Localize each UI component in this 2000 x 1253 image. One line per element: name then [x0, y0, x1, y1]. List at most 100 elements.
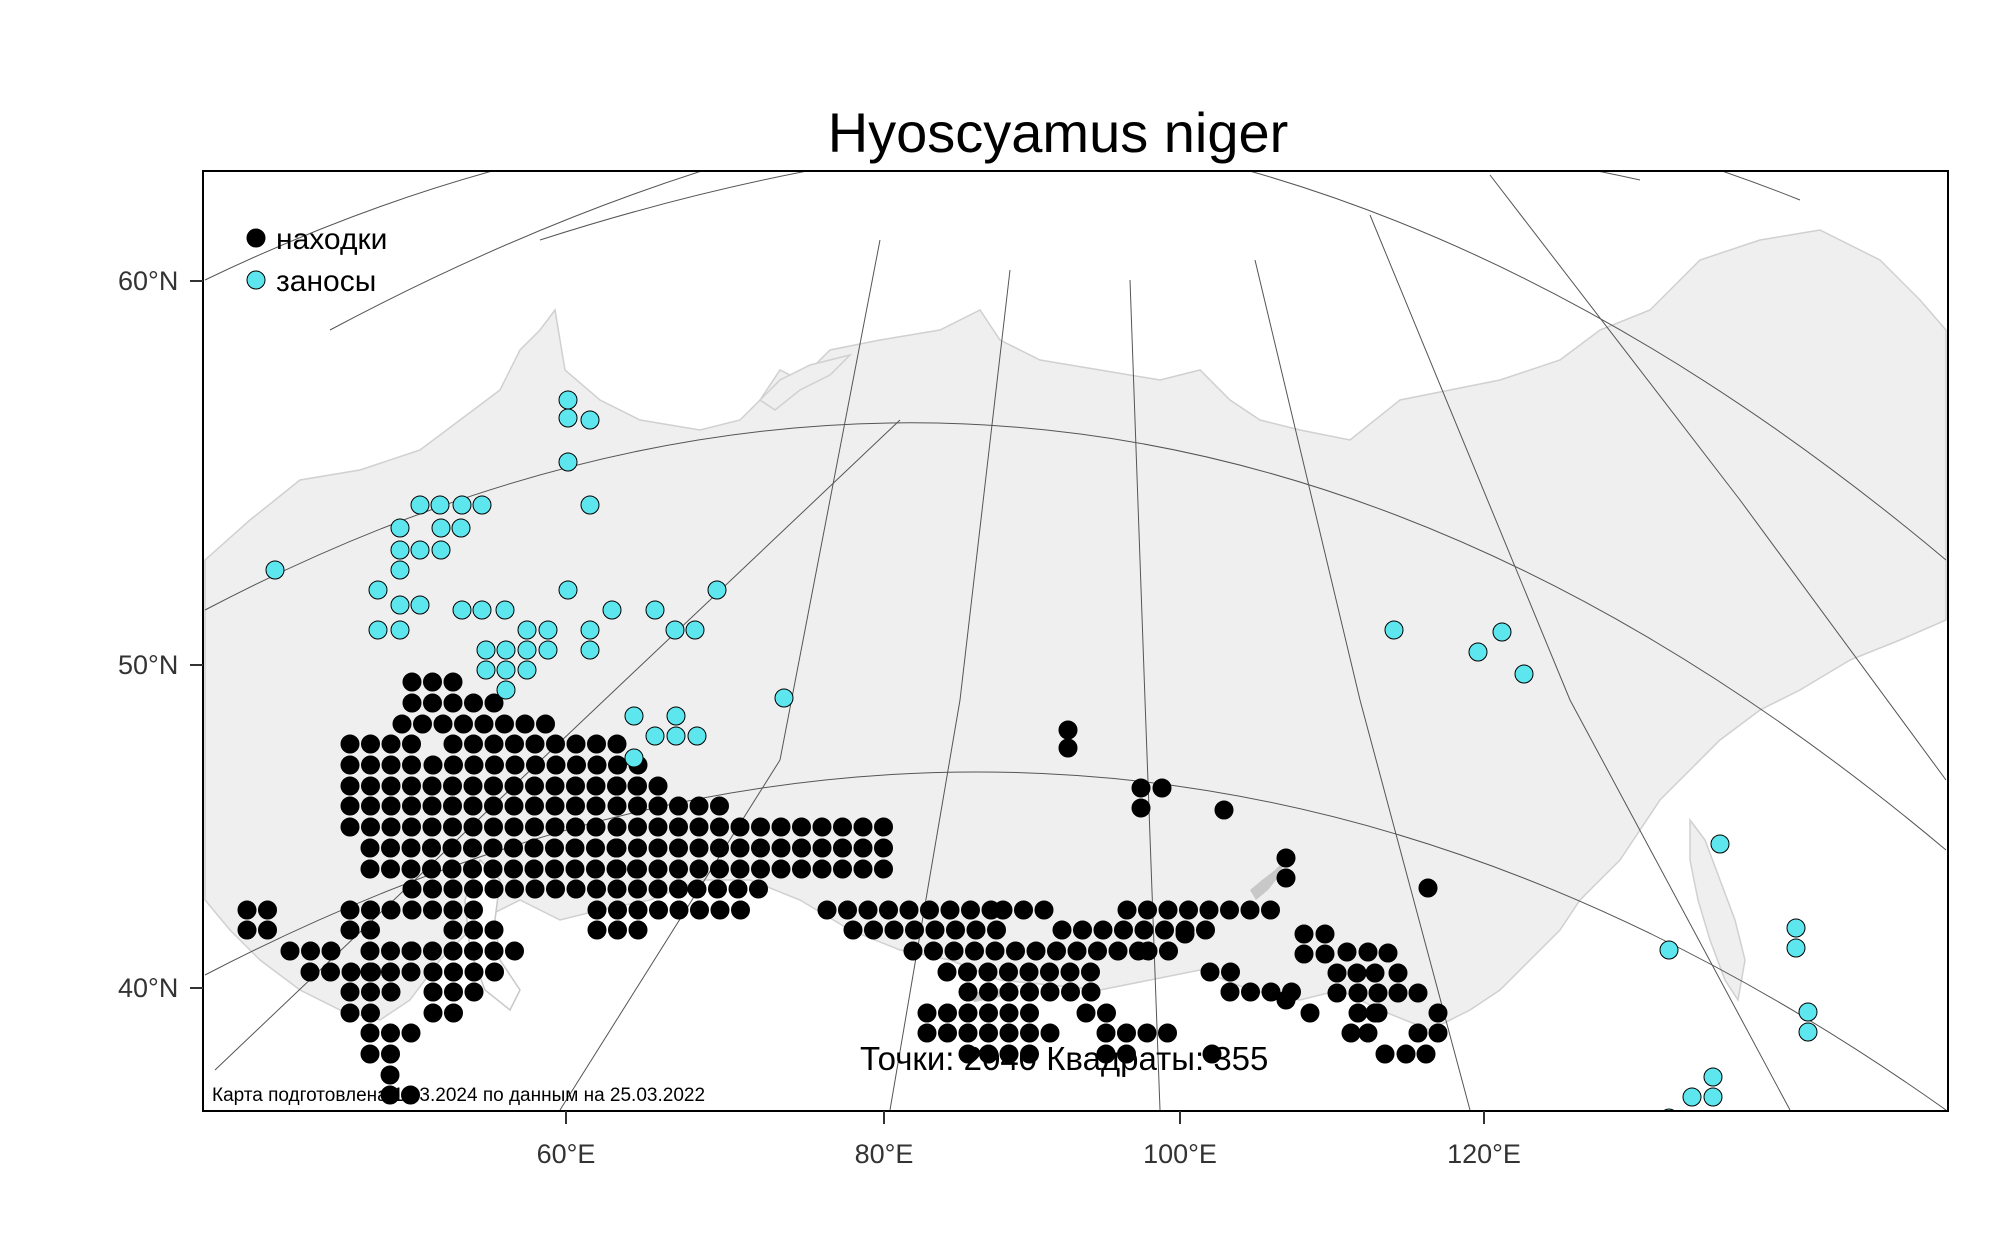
found-record-marker — [361, 982, 380, 1002]
found-record-marker — [340, 776, 360, 796]
found-record-marker — [360, 941, 380, 961]
found-record-marker — [751, 859, 770, 879]
found-record-marker — [381, 941, 400, 961]
found-record-marker — [413, 714, 432, 734]
found-record-marker — [1408, 983, 1428, 1003]
found-record-marker — [917, 1003, 937, 1023]
legend-found-label: находки — [276, 223, 387, 256]
found-record-marker — [402, 879, 422, 899]
found-record-marker — [361, 755, 380, 775]
found-record-marker — [1117, 900, 1137, 920]
found-record-marker — [628, 859, 647, 879]
found-record-marker — [587, 734, 606, 754]
found-record-marker — [546, 879, 565, 899]
found-record-marker — [669, 879, 688, 899]
found-record-marker — [607, 796, 627, 816]
introduced-record-marker — [538, 640, 558, 660]
introduced-record-marker — [602, 600, 622, 620]
found-record-marker — [1221, 962, 1240, 982]
found-record-marker — [484, 817, 503, 837]
found-record-marker — [567, 755, 586, 775]
introduced-record-marker — [265, 560, 285, 580]
found-record-marker — [444, 755, 463, 775]
found-record-marker — [525, 796, 544, 816]
found-record-marker — [1067, 941, 1087, 961]
found-record-marker — [965, 941, 984, 961]
found-record-marker — [484, 796, 503, 816]
found-record-marker — [546, 755, 566, 775]
introduced-record-marker — [368, 580, 388, 600]
found-record-marker — [484, 693, 504, 713]
found-record-marker — [1388, 963, 1408, 983]
found-record-marker — [545, 859, 564, 879]
found-record-marker — [321, 962, 340, 982]
found-record-marker — [1081, 982, 1101, 1002]
introduced-record-marker — [390, 518, 410, 538]
found-record-marker — [687, 879, 707, 899]
introduced-record-marker — [580, 495, 600, 515]
found-record-marker — [937, 962, 957, 982]
introduced-record-marker — [1798, 1002, 1818, 1022]
found-record-marker — [689, 796, 709, 816]
introduced-record-marker — [431, 540, 451, 560]
found-record-marker — [515, 714, 535, 734]
introduced-record-marker — [390, 595, 410, 615]
found-record-marker — [946, 920, 965, 940]
found-record-marker — [464, 879, 483, 899]
found-record-marker — [993, 900, 1013, 920]
found-record-marker — [1040, 1023, 1060, 1043]
found-record-marker — [422, 776, 442, 796]
found-record-marker — [958, 962, 977, 982]
found-record-marker — [258, 920, 277, 940]
found-record-marker — [321, 941, 341, 961]
found-record-marker — [422, 817, 442, 837]
found-record-marker — [586, 776, 606, 796]
found-record-marker — [1006, 941, 1025, 961]
found-record-marker — [1058, 738, 1078, 758]
found-record-marker — [833, 838, 852, 858]
found-record-marker — [730, 838, 750, 858]
found-record-marker — [899, 900, 919, 920]
found-record-marker — [566, 796, 585, 816]
found-record-marker — [464, 941, 483, 961]
found-record-marker — [1337, 942, 1357, 962]
found-record-marker — [853, 838, 873, 858]
found-record-marker — [958, 1044, 978, 1064]
found-record-marker — [1368, 983, 1388, 1003]
found-record-marker — [607, 776, 627, 796]
found-record-marker — [1131, 798, 1151, 818]
found-record-marker — [464, 962, 484, 982]
found-record-marker — [587, 920, 607, 940]
found-record-marker — [812, 838, 832, 858]
found-record-marker — [443, 776, 462, 796]
found-record-marker — [463, 838, 482, 858]
found-record-marker — [586, 796, 606, 816]
stats-text: Точки: 2040 Квадраты: 355 — [860, 1040, 1268, 1077]
introduced-record-marker — [496, 660, 516, 680]
found-record-marker — [938, 1003, 957, 1023]
introduced-record-marker — [558, 390, 578, 410]
found-record-marker — [402, 734, 421, 754]
found-record-marker — [728, 879, 748, 899]
found-record-marker — [792, 817, 811, 837]
found-record-marker — [443, 941, 463, 961]
found-record-marker — [771, 838, 791, 858]
legend-found-marker — [246, 228, 266, 248]
introduced-record-marker — [624, 748, 644, 768]
found-record-marker — [463, 796, 483, 816]
introduced-record-marker — [580, 410, 600, 430]
found-record-marker — [280, 941, 300, 961]
found-record-marker — [669, 796, 688, 816]
found-record-marker — [464, 755, 484, 775]
found-record-marker — [938, 1023, 957, 1043]
found-record-marker — [340, 920, 360, 940]
found-record-marker — [1294, 924, 1314, 944]
found-record-marker — [442, 838, 462, 858]
found-record-marker — [237, 920, 257, 940]
found-record-marker — [524, 838, 544, 858]
found-record-marker — [628, 817, 647, 837]
introduced-record-marker — [558, 408, 578, 428]
introduced-record-marker — [538, 620, 558, 640]
found-record-marker — [505, 734, 524, 754]
found-record-marker — [1020, 1023, 1039, 1043]
